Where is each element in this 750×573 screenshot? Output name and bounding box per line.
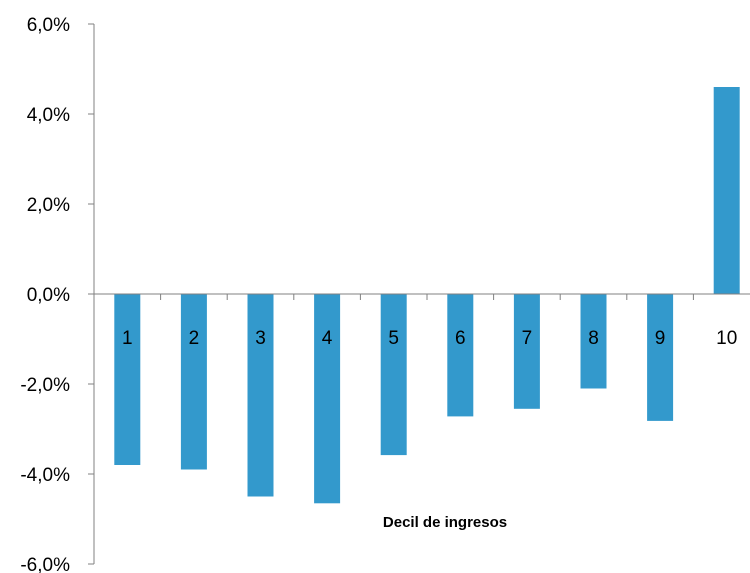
bar-decile-7 [513,294,540,409]
bar-decile-2 [180,294,207,470]
y-tick-label: -6,0% [20,555,70,573]
x-category-label: 2 [189,328,200,349]
bar-decile-10 [713,87,740,294]
bar-decile-5 [380,294,407,456]
y-tick-label: 4,0% [27,105,70,126]
x-category-label: 5 [388,328,399,349]
y-tick-label: 0,0% [27,285,70,306]
bar-decile-1 [114,294,141,465]
axes-group [88,23,750,565]
x-category-label: 4 [322,328,333,349]
bar-decile-3 [247,294,274,497]
x-category-label: 8 [588,328,599,349]
bars-group [114,87,740,504]
y-tick-label: 6,0% [27,15,70,36]
labels-group: -6,0% -4,0% -2,0% 0,0% 2,0% 4,0% 6,0% 1 2 3 4 5 6 7 8 9… [20,15,737,573]
bar-decile-8 [580,294,607,389]
x-category-label: 6 [455,328,466,349]
x-category-label: 10 [716,328,737,349]
y-tick-label: -2,0% [20,375,70,396]
x-category-label: 3 [255,328,266,349]
bar-decile-6 [447,294,474,417]
y-tick-label: -4,0% [20,465,70,486]
y-tick-label: 2,0% [27,195,70,216]
x-category-label: 7 [522,328,533,349]
bar-decile-9 [647,294,674,421]
bar-decile-4 [314,294,341,504]
x-category-label: 1 [122,328,133,349]
x-category-label: 9 [655,328,666,349]
x-axis-title: Decil de ingresos [383,514,507,531]
